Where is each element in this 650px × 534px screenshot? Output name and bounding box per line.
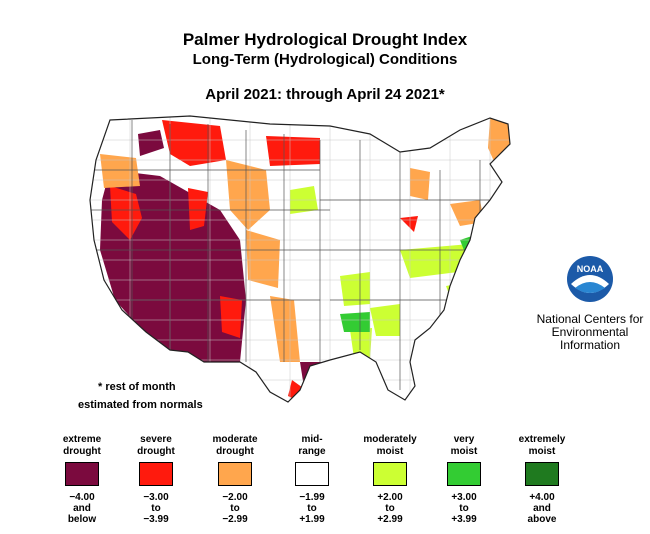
organization-name: National Centers for Environmental Infor… (530, 313, 650, 352)
legend-swatch (65, 462, 99, 486)
legend-item: extreme drought −4.00 and below (52, 432, 112, 525)
legend-item: moderately moist +2.00 to +2.99 (360, 432, 420, 525)
legend-item: very moist +3.00 to +3.99 (434, 432, 494, 525)
region-mmoist-south (350, 328, 372, 360)
organization-name-line-2: Environmental (551, 325, 629, 339)
legend-item: mid- range −1.99 to +1.99 (282, 432, 342, 525)
map-subtitle: Long-Term (Hydrological) Conditions (192, 51, 458, 68)
legend-range: −3.00 to −3.99 (143, 492, 169, 525)
organization-name-line-3: Information (559, 338, 621, 352)
region-vmoist-la (340, 312, 370, 332)
legend-swatch (218, 462, 252, 486)
legend-label: extremely moist (518, 434, 566, 457)
legend-range: −4.00 and below (67, 492, 97, 525)
legend-label: moderately moist (363, 434, 417, 457)
legend-label: extreme drought (62, 434, 102, 457)
legend-range: +3.00 to +3.99 (451, 492, 477, 525)
legend-range: +2.00 to +2.99 (377, 492, 403, 525)
noaa-logo-icon: NOAA (567, 256, 613, 302)
organization: NOAA National Centers for Environmental … (530, 254, 650, 352)
footnote-line-1: * rest of month (98, 381, 176, 393)
map-period: April 2021: through April 24 2021* (205, 86, 445, 103)
region-moderate-michigan (410, 168, 430, 200)
region-xmoist-va (484, 236, 502, 262)
region-moderate-rockies (226, 160, 270, 230)
legend-range: −1.99 to +1.99 (299, 492, 325, 525)
legend-label: very moist (450, 434, 478, 457)
region-mmoist-ky (400, 244, 474, 278)
legend-range: +4.00 and above (527, 492, 557, 525)
region-severe-nevada (110, 186, 142, 240)
map-title: Palmer Hydrological Drought Index (182, 30, 468, 49)
us-outline (89, 115, 511, 403)
noaa-logo-text: NOAA (577, 264, 604, 274)
legend-swatch (373, 462, 407, 486)
region-mmoist-ar (340, 272, 370, 306)
footnote-line-2: estimated from normals (78, 399, 203, 411)
legend-range: −2.00 to −2.99 (222, 492, 248, 525)
legend-swatch (447, 462, 481, 486)
legend-item: moderate drought −2.00 to −2.99 (205, 432, 265, 525)
organization-name-line-1: National Centers for (536, 312, 644, 326)
region-moderate-texas (270, 296, 300, 362)
legend-swatch (525, 462, 559, 486)
legend-label: mid- range (298, 434, 326, 457)
legend-swatch (139, 462, 173, 486)
footnote: * rest of month estimated from normals (78, 378, 203, 414)
region-severe-ne (510, 124, 530, 162)
region-vmoist-nc (470, 272, 490, 294)
legend-label: severe drought (137, 434, 175, 457)
region-severe-nm (220, 296, 242, 338)
legend-item: extremely moist +4.00 and above (512, 432, 572, 525)
region-moderate-nw (100, 154, 140, 188)
region-severe-dakota (266, 136, 320, 166)
region-severe-utah (188, 188, 208, 230)
legend-swatch (295, 462, 329, 486)
region-extreme-north (138, 130, 164, 156)
us-drought-map (89, 115, 530, 403)
region-moderate-colorado (246, 230, 280, 288)
legend-label: moderate drought (212, 434, 258, 457)
legend-item: severe drought −3.00 to −3.99 (126, 432, 186, 525)
